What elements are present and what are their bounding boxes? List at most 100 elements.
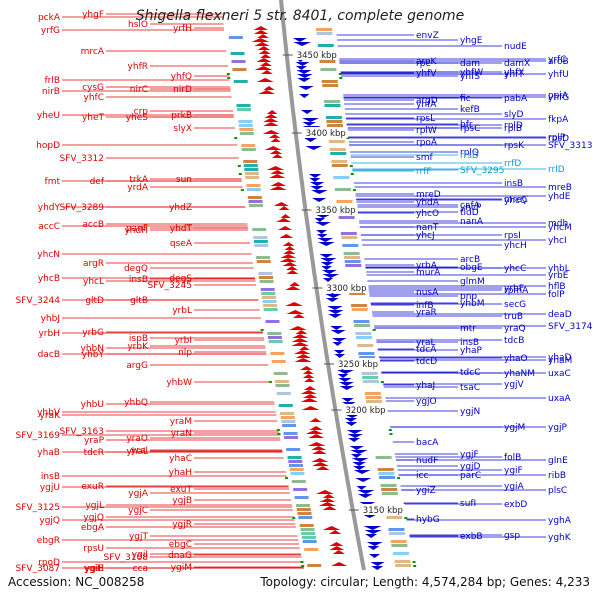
forward-gene-mark [351, 458, 369, 462]
gene-label-right: uxaA [548, 394, 572, 404]
category-mark [302, 536, 316, 539]
gene-label-left: mrcA [81, 47, 105, 57]
category-mark [289, 468, 304, 471]
reverse-gene-mark [284, 246, 295, 250]
category-mark [293, 488, 308, 491]
forward-gene-mark [309, 182, 325, 186]
gene-label-right: ppiA [548, 91, 569, 101]
reverse-gene-mark [254, 42, 270, 46]
gene-label-right: yhcP [460, 203, 482, 213]
category-mark [331, 164, 348, 167]
scale-label: 3150 kbp [363, 506, 403, 516]
gene-label-right: yhcO [416, 209, 439, 219]
forward-gene-mark [327, 306, 343, 310]
gene-label-right: sufI [460, 499, 476, 509]
category-mark [379, 476, 396, 479]
gene-label-right: rpe [416, 59, 431, 69]
category-mark [286, 448, 301, 451]
gene-label-left: SFV_3244 [16, 296, 61, 306]
category-mark [287, 456, 302, 459]
reverse-gene-mark [278, 206, 290, 210]
category-mark [228, 36, 243, 39]
forward-gene-mark [337, 374, 349, 378]
gene-label-right: nanT [416, 223, 439, 233]
category-mark [239, 128, 254, 131]
gene-label-right: ygjD [460, 462, 481, 472]
reverse-gene-mark [285, 266, 298, 270]
gene-label-right: yhcQ [504, 196, 527, 206]
reverse-gene-mark [318, 502, 337, 506]
category-mark [256, 256, 271, 259]
track-dot [292, 517, 296, 519]
forward-gene-mark [346, 430, 363, 434]
gene-label-left: tdcR [84, 448, 104, 458]
gene-label-left: yhdH [124, 226, 148, 236]
gene-label-left: exuT [170, 485, 192, 495]
category-mark [355, 332, 372, 335]
category-mark [393, 552, 409, 555]
category-mark [326, 120, 343, 123]
gene-label-left: ygjC [128, 506, 148, 516]
forward-gene-mark [350, 454, 362, 458]
forward-gene-mark [310, 186, 324, 190]
gene-label-right: slyD [504, 110, 524, 120]
reverse-gene-mark [266, 110, 278, 114]
category-mark [324, 104, 341, 107]
gene-label-right: rplB [504, 124, 522, 134]
reverse-gene-mark [256, 58, 272, 62]
category-mark [246, 184, 261, 187]
category-mark [336, 200, 353, 203]
forward-gene-mark [296, 74, 313, 78]
reverse-gene-mark [308, 434, 325, 438]
gene-label-left: yrbH [38, 329, 60, 339]
category-mark [333, 176, 350, 179]
category-mark [270, 352, 285, 355]
forward-gene-mark [315, 222, 331, 226]
reverse-gene-mark [302, 374, 315, 378]
gene-label-left: yhbJ [41, 314, 60, 324]
forward-gene-mark [344, 418, 358, 422]
reverse-gene-mark [263, 122, 279, 126]
gene-label-right: truB [504, 312, 523, 322]
forward-gene-mark [347, 434, 363, 438]
track-dot [349, 165, 353, 167]
scale-label-bg [343, 404, 388, 415]
gene-label-left: nlp [178, 348, 192, 358]
gene-labels: pckA yhgF hslO yrfH yrfG mrcA yhfR yhfQ frlB cysG… [16, 10, 593, 574]
reverse-gene-mark [279, 258, 297, 262]
forward-gene-mark [319, 254, 334, 258]
gene-label-left: cca [133, 564, 148, 574]
gene-label-right: mreD [416, 190, 441, 200]
gene-label-right: rplP [548, 133, 566, 143]
forward-gene-mark [330, 326, 343, 330]
category-mark [388, 528, 405, 531]
gene-label-right: yrfC [548, 55, 566, 65]
gene-label-right: obgE [460, 263, 483, 273]
forward-gene-mark [310, 190, 328, 194]
gene-label-right: aroB [548, 57, 569, 67]
gene-label-left: yhbY [82, 350, 105, 360]
gene-label-right: damX [504, 59, 530, 69]
forward-gene-mark [345, 422, 358, 426]
reverse-gene-mark [311, 462, 329, 466]
reverse-gene-mark [315, 466, 330, 470]
gene-label-right: SFV_3295 [460, 166, 504, 176]
gene-label-right: rpsD [548, 134, 569, 144]
gene-label-right: tdcD [416, 357, 437, 367]
reverse-gene-mark [305, 430, 324, 434]
track-dot [372, 329, 376, 331]
forward-gene-mark [325, 294, 342, 298]
gene-label-left: SFV_3087 [16, 564, 60, 574]
track-dot [389, 433, 393, 435]
reverse-gene-mark [309, 426, 323, 430]
category-mark [331, 160, 348, 163]
gene-label-right: uxaC [548, 369, 571, 379]
gene-label-left: yhbQ [124, 398, 148, 408]
forward-gene-mark [325, 298, 339, 302]
category-mark [340, 232, 357, 235]
gene-label-right: hflB [548, 282, 566, 292]
category-mark [254, 244, 269, 247]
forward-gene-mark [309, 178, 321, 182]
category-mark [245, 176, 260, 179]
forward-gene-mark [293, 42, 311, 46]
